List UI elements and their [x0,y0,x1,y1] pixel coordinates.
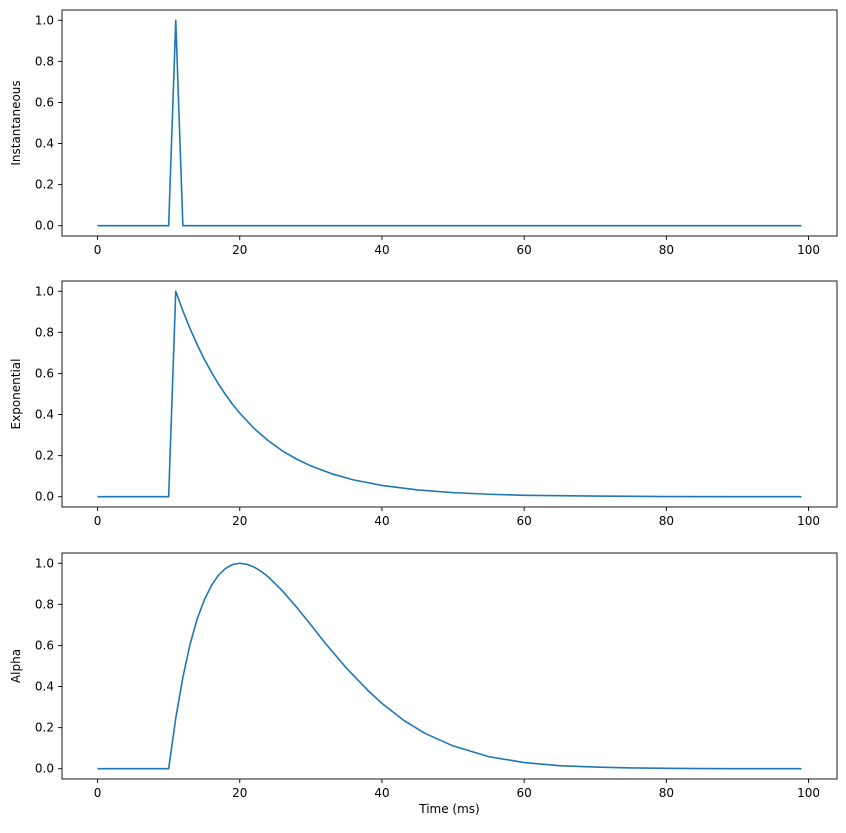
y-axis-label: Exponential [9,359,23,430]
x-tick-label: 80 [659,514,674,528]
x-tick-label: 100 [797,786,820,800]
x-tick-label: 0 [94,243,102,257]
axes-frame [61,280,838,508]
y-tick-label: 0.2 [35,721,54,735]
x-tick-label: 20 [232,243,247,257]
x-tick-label: 40 [374,514,389,528]
subplot-2: 0 20 40 60 80 100 0.0 0.2 0.4 0.6 0.8 1.0 Exponentia… [9,280,838,528]
x-tick-label: 20 [232,786,247,800]
series-line [97,562,802,770]
axes-frame [61,552,838,780]
y-tick-label: 0.8 [35,54,54,68]
x-tick-label: 60 [517,243,532,257]
y-tick-label: 0.4 [35,408,54,422]
y-tick-label: 0.0 [35,219,54,233]
y-tick-label: 0.8 [35,597,54,611]
y-axis-label: Alpha [9,649,23,683]
x-tick-label: 100 [797,243,820,257]
x-tick-label: 100 [797,514,820,528]
y-tick-label: 1.0 [35,13,54,27]
y-tick-label: 0.6 [35,366,54,380]
series-line [97,290,802,498]
y-tick-label: 0.4 [35,680,54,694]
y-tick-label: 0.6 [35,638,54,652]
y-tick-label: 1.0 [35,284,54,298]
y-tick-label: 0.8 [35,325,54,339]
x-tick-label: 0 [94,514,102,528]
x-tick-label: 40 [374,786,389,800]
y-tick-label: 0.2 [35,449,54,463]
y-axis-label: Instantaneous [9,80,23,165]
x-axis-label: Time (ms) [418,802,480,816]
y-tick-label: 1.0 [35,556,54,570]
subplot-1: 0 20 40 60 80 100 0.0 0.2 0.4 0.6 0.8 1.0 Instantane… [9,9,838,257]
x-tick-label: 60 [517,786,532,800]
x-tick-label: 60 [517,514,532,528]
x-tick-label: 80 [659,786,674,800]
x-tick-label: 0 [94,786,102,800]
x-tick-label: 40 [374,243,389,257]
y-tick-label: 0.2 [35,178,54,192]
series-line [97,19,802,227]
y-tick-label: 0.0 [35,490,54,504]
x-tick-label: 20 [232,514,247,528]
y-tick-label: 0.0 [35,762,54,776]
y-tick-label: 0.6 [35,95,54,109]
subplot-3: 0 20 40 60 80 100 0.0 0.2 0.4 0.6 0.8 1.0 Alpha Time … [9,552,838,816]
y-tick-label: 0.4 [35,137,54,151]
x-tick-label: 80 [659,243,674,257]
axes-frame [61,9,838,237]
